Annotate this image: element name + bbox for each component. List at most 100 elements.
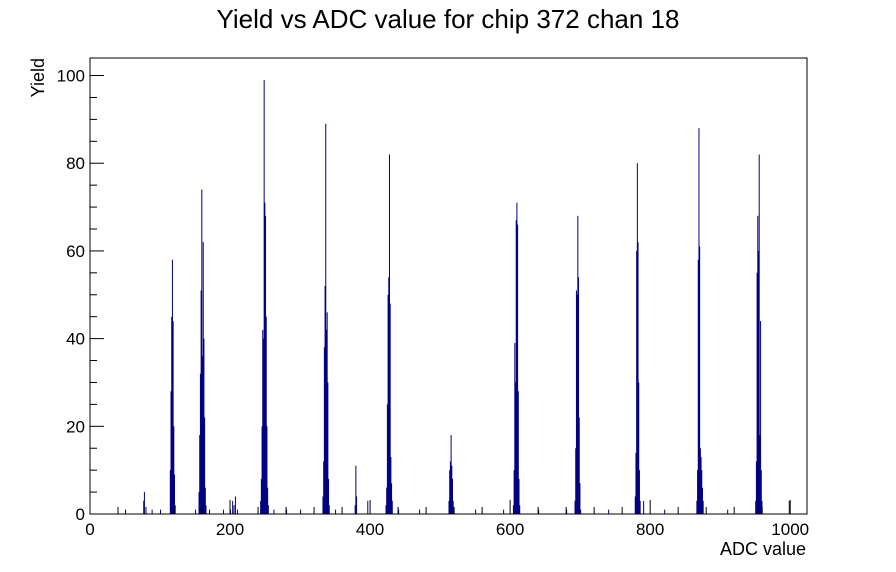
histogram-bin [757, 215, 759, 514]
histogram-bin [264, 202, 266, 514]
histogram-bin [697, 470, 699, 514]
histogram-bin [195, 509, 197, 514]
histogram-bin [475, 509, 477, 514]
histogram-bin [202, 242, 204, 514]
histogram-bin [172, 321, 174, 514]
histogram-bin [513, 470, 515, 514]
histogram-bin [267, 487, 269, 514]
histogram-bin [328, 478, 330, 514]
histogram-bin [638, 382, 640, 514]
histogram-bin [637, 242, 639, 514]
histogram-bin [199, 373, 201, 514]
histogram-bin [755, 461, 757, 514]
histogram-bin [385, 505, 387, 514]
histogram-bin [390, 457, 392, 514]
histogram-bin [696, 500, 698, 514]
histogram-bin [538, 509, 540, 514]
histogram-bin [514, 343, 516, 514]
histogram-bin [323, 461, 325, 514]
histogram-bin [171, 316, 173, 514]
plot-area [125, 79, 790, 515]
histogram-bin [788, 500, 790, 514]
histogram-bin [273, 509, 275, 514]
histogram-bin [203, 338, 205, 514]
histogram-bin [697, 259, 699, 514]
histogram-bin [700, 457, 702, 514]
histogram-bin [356, 496, 358, 514]
histogram-bin [579, 483, 581, 514]
histogram-bin [335, 509, 337, 514]
histogram-bin [323, 347, 325, 514]
histogram-bin [643, 500, 645, 514]
histogram-bin [265, 316, 267, 514]
histogram-bin [300, 509, 302, 514]
y-tick-label: 80 [66, 154, 85, 173]
histogram-bin [698, 128, 700, 514]
x-tick-label: 800 [636, 520, 664, 539]
histogram-bin [386, 487, 388, 514]
histogram-bin [515, 382, 517, 514]
histogram-bin [517, 391, 519, 514]
histogram-bin [263, 79, 265, 515]
histogram-bin [639, 500, 641, 514]
histogram-bin [699, 448, 701, 514]
histogram-bin [262, 329, 264, 514]
histogram-bin [419, 509, 421, 514]
x-axis-title: ADC value [720, 539, 806, 559]
histogram-bin [634, 496, 636, 514]
histogram-bin [202, 356, 204, 514]
histogram-bin [580, 509, 582, 514]
histogram-bin [174, 474, 176, 514]
histogram-bin [635, 452, 637, 514]
histogram-bin [449, 461, 451, 514]
y-axis-title: Yield [28, 58, 48, 97]
x-tick-label: 400 [356, 520, 384, 539]
histogram-bin [171, 259, 173, 514]
histogram-bin [201, 189, 203, 515]
histogram-bin [577, 215, 579, 514]
x-tick-label: 1000 [771, 520, 809, 539]
histogram-bin [518, 478, 520, 514]
histogram-bin [169, 470, 171, 514]
histogram-bin [389, 303, 391, 514]
histogram-bin [727, 509, 729, 514]
histogram-bin [327, 382, 329, 514]
histogram-bin [209, 509, 211, 514]
histogram-bin [448, 500, 450, 514]
histogram-bin [701, 487, 703, 514]
x-tick-label: 600 [496, 520, 524, 539]
histogram-bin [265, 215, 267, 514]
x-tick-label: 0 [85, 520, 94, 539]
histogram-bin [608, 509, 610, 514]
y-tick-label: 40 [66, 330, 85, 349]
histogram-bin [760, 470, 762, 514]
histogram-bin [355, 465, 357, 514]
histogram-bin [266, 426, 268, 514]
histogram-bin [638, 470, 640, 514]
histogram-bin [260, 500, 262, 514]
histogram-bin [237, 509, 239, 514]
histogram-bin [170, 391, 172, 514]
histogram-bin [267, 505, 269, 514]
histogram-bin [367, 500, 369, 514]
histogram-bin [699, 246, 701, 515]
histogram-bin [636, 163, 638, 515]
y-tick-label: 100 [57, 67, 85, 86]
histogram-bin [261, 426, 263, 514]
histogram-bin [452, 478, 453, 514]
histogram-bin [758, 154, 760, 514]
histogram-bin [143, 492, 145, 514]
y-tick-label: 0 [76, 505, 85, 524]
histogram-bin [517, 224, 519, 514]
histogram-bin [516, 202, 518, 514]
histogram-bin [636, 250, 638, 515]
x-tick-label: 200 [216, 520, 244, 539]
histogram-bin [328, 505, 330, 514]
histogram-bin [519, 505, 521, 514]
histogram-bin [325, 329, 327, 514]
histogram-bin [756, 272, 758, 514]
histogram-bin [391, 483, 393, 514]
histogram-bin [503, 509, 505, 514]
